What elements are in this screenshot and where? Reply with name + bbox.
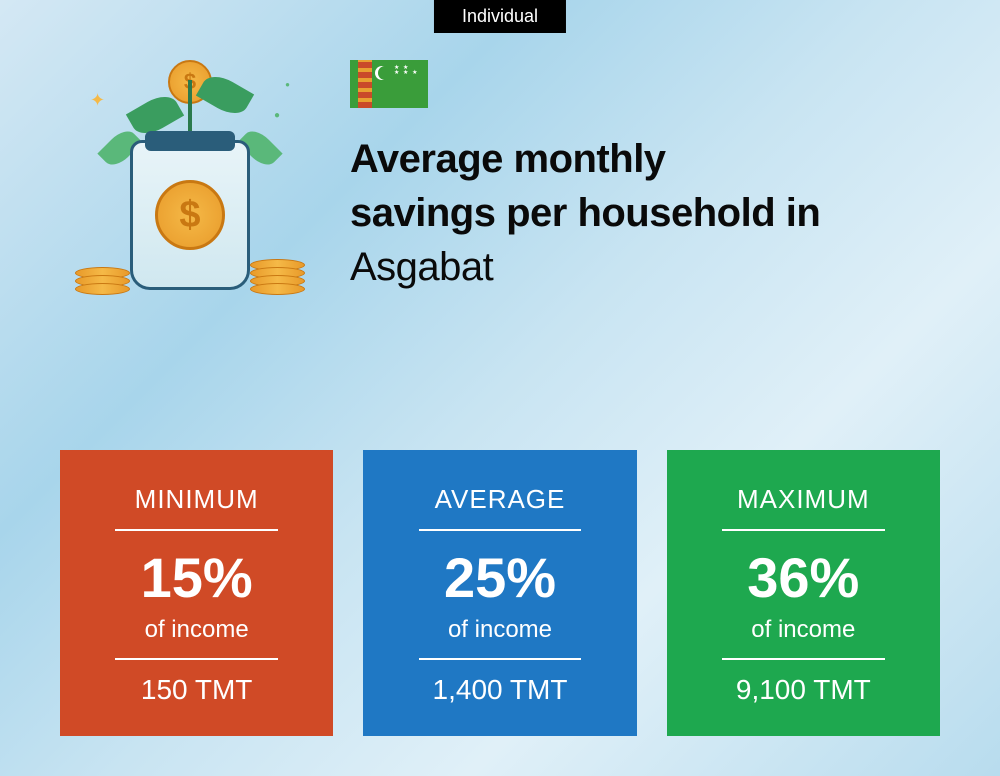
card-average: AVERAGE 25% of income 1,400 TMT [363,450,636,736]
card-subtext: of income [695,616,912,644]
card-subtext: of income [391,616,608,644]
savings-illustration: ✦ ● ● $ $ [60,50,320,310]
jar-lid [145,131,235,151]
card-amount: 150 TMT [88,674,305,706]
card-label: MAXIMUM [695,484,912,515]
title-line-1: Average monthly [350,137,666,181]
divider [722,529,885,531]
dot-icon: ● [274,110,280,121]
card-label: MINIMUM [88,484,305,515]
card-maximum: MAXIMUM 36% of income 9,100 TMT [667,450,940,736]
divider [419,658,582,660]
title-block: ★ ★★ ★ ★ Average monthly savings per hou… [350,50,940,294]
top-category-label: Individual [434,0,566,33]
coin-stack-icon [75,271,130,295]
header: ✦ ● ● $ $ ★ ★★ ★ ★ Average monthly savin… [60,50,940,310]
divider [419,529,582,531]
card-percent: 25% [391,545,608,610]
flag-turkmenistan-icon: ★ ★★ ★ ★ [350,60,428,108]
sparkle-icon: ✦ [90,90,105,111]
card-percent: 15% [88,545,305,610]
coin-stack-icon [250,263,305,295]
dot-icon: ● [285,80,290,89]
flag-stars-icon: ★ ★★ ★ ★ [394,66,418,76]
divider [115,529,278,531]
card-amount: 9,100 TMT [695,674,912,706]
card-subtext: of income [88,616,305,644]
card-percent: 36% [695,545,912,610]
title-line-2: savings per household in [350,191,820,235]
jar-icon: $ [130,140,250,290]
flag-crescent-icon [378,66,392,80]
title-city: Asgabat [350,245,493,289]
card-label: AVERAGE [391,484,608,515]
card-minimum: MINIMUM 15% of income 150 TMT [60,450,333,736]
divider [115,658,278,660]
page-title: Average monthly savings per household in… [350,132,940,294]
card-amount: 1,400 TMT [391,674,608,706]
flag-stripe [358,60,372,108]
coin-icon: $ [155,180,225,250]
stat-cards: MINIMUM 15% of income 150 TMT AVERAGE 25… [60,450,940,736]
divider [722,658,885,660]
